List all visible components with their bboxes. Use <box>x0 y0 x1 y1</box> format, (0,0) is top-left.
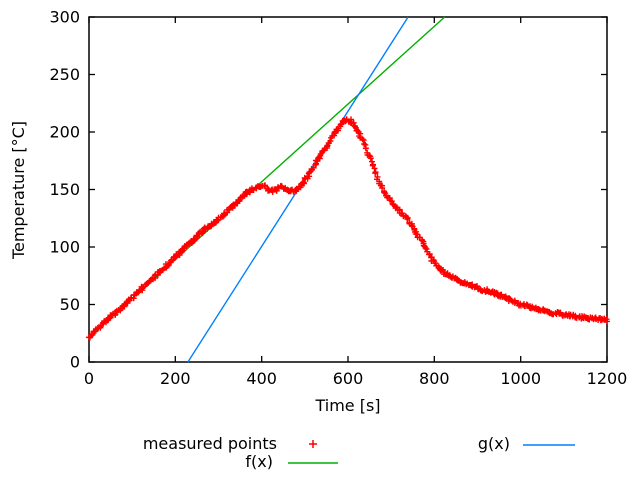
measured-points-series <box>85 116 610 341</box>
x-tick-label: 800 <box>419 369 450 388</box>
x-tick-label: 400 <box>246 369 277 388</box>
x-axis-label: Time [s] <box>314 396 380 415</box>
legend: measured points g(x) f(x) <box>143 434 575 471</box>
legend-item-f-x-: f(x) <box>245 452 338 471</box>
y-axis-ticks: 0 50 100 150 200 250 300 <box>49 8 607 372</box>
x-tick-label: 600 <box>333 369 364 388</box>
plot-border <box>88 16 608 363</box>
legend-label: f(x) <box>245 452 273 471</box>
legend-plus-marker <box>309 440 317 448</box>
legend-label: measured points <box>143 434 277 453</box>
legend-item-g-x-: g(x) <box>478 434 575 453</box>
y-tick-label: 100 <box>49 238 80 257</box>
x-tick-label: 200 <box>160 369 191 388</box>
y-tick-label: 0 <box>70 353 80 372</box>
legend-item-measured-points: measured points <box>143 434 317 453</box>
y-tick-label: 250 <box>49 65 80 84</box>
y-axis-label: Temperature [°C] <box>9 121 28 260</box>
y-tick-label: 200 <box>49 123 80 142</box>
x-tick-label: 0 <box>84 369 94 388</box>
y-tick-label: 300 <box>49 8 80 27</box>
chart-generated-content: 0 200 400 600 800 1000 1200 0 50 100 150 200 250 300 m… <box>49 8 627 472</box>
x-tick-label: 1200 <box>587 369 628 388</box>
y-tick-label: 50 <box>60 295 80 314</box>
y-tick-label: 150 <box>49 180 80 199</box>
x-axis-ticks: 0 200 400 600 800 1000 1200 <box>84 17 627 388</box>
x-tick-label: 1000 <box>500 369 541 388</box>
legend-label: g(x) <box>478 434 510 453</box>
